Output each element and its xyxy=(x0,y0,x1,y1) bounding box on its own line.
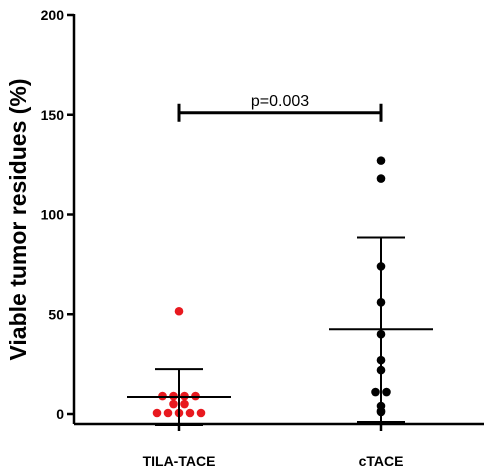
y-tick-label: 150 xyxy=(41,107,65,123)
x-category-label: TILA-TACE xyxy=(143,453,216,469)
x-category-label: cTACE xyxy=(359,453,404,469)
y-axis-title: Viable tumor residues (%) xyxy=(5,78,31,360)
y-tick-label: 50 xyxy=(48,306,64,322)
y-tick-label: 0 xyxy=(56,406,64,422)
y-tick-label: 100 xyxy=(41,207,65,223)
marks-layer xyxy=(127,103,433,426)
data-point xyxy=(174,306,184,316)
data-point xyxy=(382,387,391,397)
data-point xyxy=(376,174,386,183)
data-point xyxy=(185,408,195,418)
p-value-label: p=0.003 xyxy=(251,93,309,110)
data-point xyxy=(163,408,173,418)
data-point xyxy=(152,408,162,418)
data-point xyxy=(169,399,178,409)
y-tick-label: 200 xyxy=(41,7,65,23)
data-point xyxy=(376,156,386,165)
axes-layer xyxy=(67,13,484,431)
labels-layer: 0 50 100 150 200 TILA-TACE cTACE Viable tumor r… xyxy=(5,7,403,469)
data-point xyxy=(371,387,380,397)
data-point xyxy=(180,399,189,409)
data-point xyxy=(196,408,206,418)
